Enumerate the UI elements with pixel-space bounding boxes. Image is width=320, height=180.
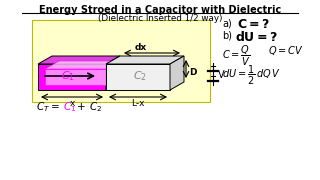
Text: x: x [69,99,75,108]
Polygon shape [106,56,184,64]
Text: dx: dx [135,43,147,52]
Text: $dU = \dfrac{1}{2}\,dQ\,V$: $dU = \dfrac{1}{2}\,dQ\,V$ [222,64,281,87]
Text: $C_1$: $C_1$ [61,69,75,83]
Polygon shape [106,56,120,90]
Text: D: D [189,68,196,76]
Text: (Dielectric Inserted 1/2 way): (Dielectric Inserted 1/2 way) [98,14,222,23]
Text: $\, + \, C_2$: $\, + \, C_2$ [73,100,102,114]
Polygon shape [38,64,106,90]
Polygon shape [106,64,170,90]
Polygon shape [45,69,106,85]
Text: $C_T = $: $C_T = $ [36,100,60,114]
Polygon shape [38,56,120,64]
Polygon shape [45,61,120,69]
Text: a): a) [222,18,232,28]
Text: $C_1$: $C_1$ [63,100,76,114]
Text: L-x: L-x [131,99,145,108]
Polygon shape [170,56,184,90]
Text: $\bf{dU = ?}$: $\bf{dU = ?}$ [235,30,278,44]
Text: $Q = CV$: $Q = CV$ [268,44,304,57]
Text: Energy Stroed in a Capacitor with Dielectric: Energy Stroed in a Capacitor with Dielec… [39,5,281,15]
Text: $C = \dfrac{Q}{V}$: $C = \dfrac{Q}{V}$ [222,44,251,68]
Text: b): b) [222,30,232,40]
Text: V: V [218,70,225,80]
Bar [32,20,210,102]
Text: $\bf{C = ?}$: $\bf{C = ?}$ [237,18,270,31]
Text: $C_2$: $C_2$ [133,69,147,83]
